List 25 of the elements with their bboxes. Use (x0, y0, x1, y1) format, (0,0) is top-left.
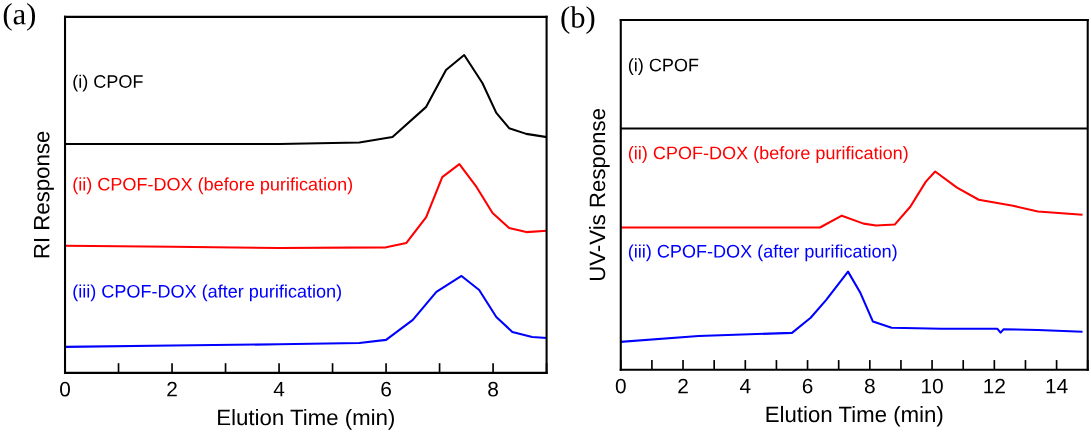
x-tick-label: 8 (864, 378, 875, 394)
x-tick-label: 0 (615, 378, 626, 394)
x-axis-title: Elution Time (min) (766, 405, 943, 427)
text: (iii) CPOF-DOX (after purification) (73, 284, 341, 302)
series-label: (ii) CPOF-DOX (before purification) (628, 146, 908, 163)
text: (i) CPOF (73, 74, 143, 92)
y-axis-title: RI Response (34, 131, 54, 258)
x-tick-label: 4 (739, 378, 751, 394)
chart-title: (a) (3, 3, 35, 31)
x-tick-label: 14 (1046, 378, 1068, 394)
text: (i) CPOF (628, 58, 699, 75)
x-tick-label: 2 (167, 381, 177, 397)
x-tick-label: 10 (922, 378, 943, 394)
x-tick-label: 4 (273, 382, 285, 397)
y-axis-title: UV-Vis Response (588, 109, 610, 281)
x-tick-label: 6 (381, 381, 391, 397)
x-tick-label: 8 (488, 381, 498, 397)
text: (ii) CPOF-DOX (before purification) (73, 177, 353, 195)
x-axis-title: Elution Time (min) (218, 409, 394, 430)
x-tick-label: 12 (984, 378, 1005, 394)
x-tick-label: 0 (60, 381, 70, 397)
chart-title: (b) (561, 6, 595, 34)
x-tick-label: 6 (802, 378, 813, 394)
x-tick-label: 2 (678, 378, 688, 394)
text: (iii) CPOF-DOX (after purification) (628, 244, 897, 262)
